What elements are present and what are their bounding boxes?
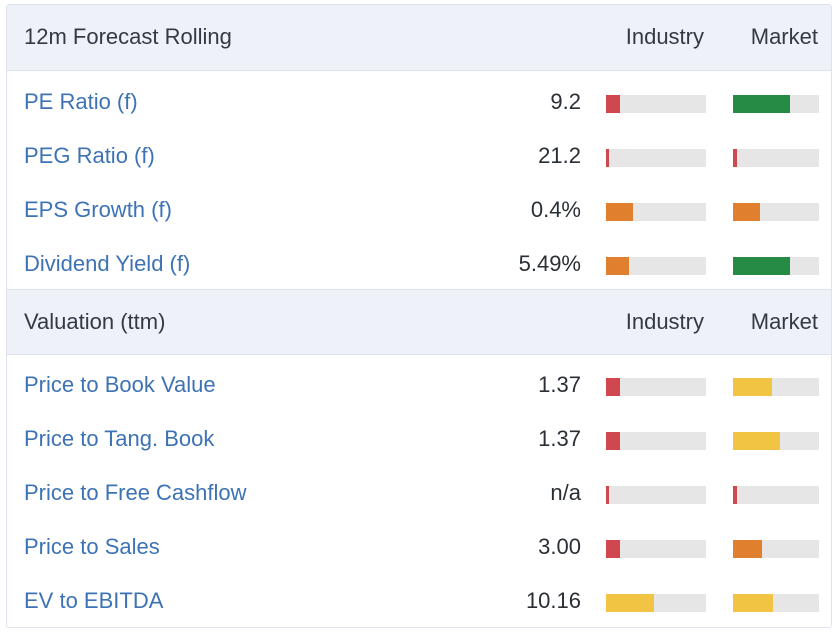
market-bar <box>733 257 819 275</box>
industry-bar-fill <box>606 203 633 221</box>
market-bar-fill <box>733 540 763 558</box>
market-bar <box>733 149 819 167</box>
industry-bar-fill <box>606 486 609 504</box>
metric-link[interactable]: Dividend Yield (f) <box>24 251 191 276</box>
market-bar-fill <box>733 594 774 612</box>
metric-row: Price to Book Value 1.37 <box>7 358 831 412</box>
industry-bar-fill <box>606 540 620 558</box>
market-bar-fill <box>733 378 772 396</box>
market-bar-fill <box>733 149 738 167</box>
market-bar-fill <box>733 203 760 221</box>
metric-link[interactable]: Price to Tang. Book <box>24 426 215 451</box>
industry-bar <box>606 378 706 396</box>
market-bar <box>733 95 819 113</box>
market-bar <box>733 432 819 450</box>
metric-row: PE Ratio (f) 9.2 <box>7 75 831 129</box>
industry-bar-fill <box>606 594 654 612</box>
industry-column-header: Industry <box>625 24 704 49</box>
metric-value: 10.16 <box>525 588 581 613</box>
market-bar <box>733 594 819 612</box>
industry-column-header: Industry <box>625 309 704 334</box>
industry-bar <box>606 594 706 612</box>
industry-bar-fill <box>606 149 609 167</box>
metric-value: 21.2 <box>538 143 581 168</box>
metric-link[interactable]: Price to Sales <box>24 534 160 559</box>
metric-link[interactable]: PEG Ratio (f) <box>24 143 155 168</box>
market-column-header: Market <box>750 309 818 334</box>
market-bar-fill <box>733 486 738 504</box>
metric-value: n/a <box>550 480 581 505</box>
metric-row: Dividend Yield (f) 5.49% <box>7 237 831 291</box>
metric-value: 0.4% <box>530 197 581 222</box>
metric-row: Price to Tang. Book 1.37 <box>7 412 831 466</box>
metric-link[interactable]: Price to Book Value <box>24 372 216 397</box>
industry-bar-fill <box>606 432 620 450</box>
industry-bar-fill <box>606 378 620 396</box>
market-bar <box>733 540 819 558</box>
forecast-title: 12m Forecast Rolling <box>24 24 232 49</box>
industry-bar <box>606 257 706 275</box>
metric-row: Price to Sales 3.00 <box>7 520 831 574</box>
industry-bar <box>606 432 706 450</box>
metric-value: 9.2 <box>550 89 581 114</box>
metric-value: 1.37 <box>538 426 581 451</box>
metric-row: EV to EBITDA 10.16 <box>7 574 831 628</box>
industry-bar <box>606 149 706 167</box>
metric-link[interactable]: EV to EBITDA <box>24 588 164 613</box>
market-bar-fill <box>733 257 790 275</box>
metric-row: EPS Growth (f) 0.4% <box>7 183 831 237</box>
industry-bar <box>606 540 706 558</box>
forecast-header: 12m Forecast Rolling Industry Market <box>7 5 831 71</box>
industry-bar-fill <box>606 95 620 113</box>
metric-value: 3.00 <box>538 534 581 559</box>
market-bar <box>733 203 819 221</box>
market-bar <box>733 486 819 504</box>
valuation-title: Valuation (ttm) <box>24 309 166 334</box>
market-bar-fill <box>733 95 790 113</box>
metric-value: 5.49% <box>518 251 581 276</box>
industry-bar <box>606 95 706 113</box>
metrics-card: 12m Forecast Rolling Industry Market PE … <box>6 4 832 628</box>
industry-bar <box>606 203 706 221</box>
market-column-header: Market <box>750 24 818 49</box>
valuation-header: Valuation (ttm) Industry Market <box>7 289 831 355</box>
industry-bar-fill <box>606 257 629 275</box>
industry-bar <box>606 486 706 504</box>
metric-link[interactable]: Price to Free Cashflow <box>24 480 247 505</box>
metric-row: Price to Free Cashflow n/a <box>7 466 831 520</box>
market-bar-fill <box>733 432 781 450</box>
metric-link[interactable]: PE Ratio (f) <box>24 89 138 114</box>
metric-row: PEG Ratio (f) 21.2 <box>7 129 831 183</box>
metric-link[interactable]: EPS Growth (f) <box>24 197 172 222</box>
metric-value: 1.37 <box>538 372 581 397</box>
market-bar <box>733 378 819 396</box>
